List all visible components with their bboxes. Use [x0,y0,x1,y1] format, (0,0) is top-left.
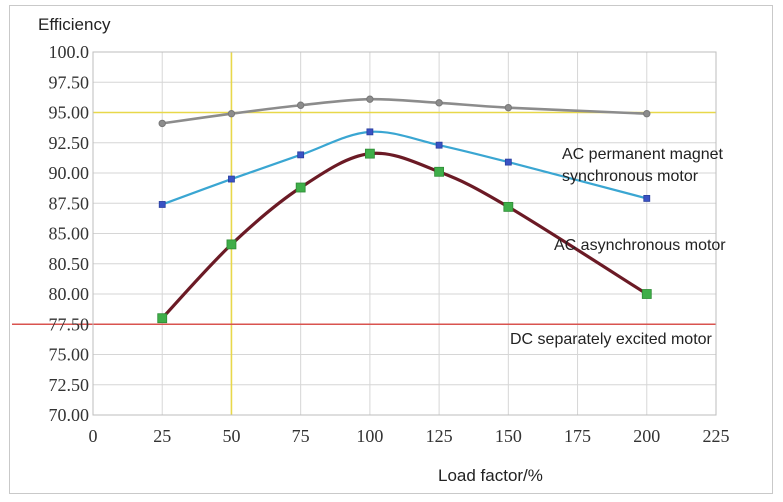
x-tick-150: 150 [495,426,522,446]
point-s1-5 [504,158,512,166]
x-tick-175: 175 [564,426,591,446]
y-axis-title: Efficiency [38,15,111,34]
label-ac-permanent-magnet-line2: synchronous motor [562,168,699,185]
tick-labels: 0 25 50 75 100 125 150 175 200 225 100.0 97.50 95.00… [49,42,730,446]
chart-frame [9,5,773,494]
x-tick-225: 225 [703,426,730,446]
point-s1-2 [297,151,305,159]
y-tick-11: 72.50 [49,375,90,395]
point-s1-4 [435,141,443,149]
label-dc-separately-excited: DC separately excited motor [510,331,713,348]
y-tick-3: 92.50 [49,133,90,153]
point-s2-5 [503,201,514,212]
y-tick-9: 77.50 [49,314,90,334]
y-tick-0: 100.0 [49,42,90,62]
y-tick-1: 97.50 [49,72,90,92]
x-tick-0: 0 [89,426,98,446]
y-tick-7: 80.50 [49,254,90,274]
x-tick-75: 75 [292,426,310,446]
point-s2-3 [364,148,375,159]
point-s0-4 [435,99,443,107]
x-axis-title: Load factor/% [438,466,543,485]
y-tick-10: 75.00 [49,345,90,365]
y-tick-8: 80.00 [49,284,90,304]
point-s0-6 [643,110,651,118]
point-s1-6 [643,195,651,202]
label-ac-asynchronous: AC asynchronous motor [554,237,726,254]
point-s0-0 [158,119,166,128]
point-s0-1 [227,110,236,118]
point-s2-0 [157,313,168,324]
y-tick-12: 70.00 [49,405,90,425]
y-tick-6: 85.00 [49,224,90,244]
x-tick-100: 100 [356,426,383,446]
y-tick-4: 90.00 [49,163,90,183]
axes [92,51,717,416]
grid [92,51,717,416]
y-tick-5: 87.50 [49,193,90,213]
point-s1-3 [366,128,374,136]
point-s0-3 [366,95,374,103]
x-tick-200: 200 [633,426,660,446]
y-tick-2: 95.00 [49,103,90,123]
series-line-0 [160,97,649,125]
point-s0-5 [504,103,513,112]
point-s2-4 [434,166,445,177]
series-layer [157,95,652,324]
x-tick-50: 50 [222,426,240,446]
point-s2-2 [295,182,306,193]
point-s1-0 [158,201,166,208]
x-tick-125: 125 [426,426,453,446]
point-s2-6 [641,289,652,299]
point-s1-1 [228,175,235,183]
x-tick-25: 25 [153,426,171,446]
point-s2-1 [226,239,237,250]
plot-border [92,51,717,416]
label-ac-permanent-magnet-line1: AC permanent magnet [562,146,724,163]
point-s0-2 [296,101,305,109]
